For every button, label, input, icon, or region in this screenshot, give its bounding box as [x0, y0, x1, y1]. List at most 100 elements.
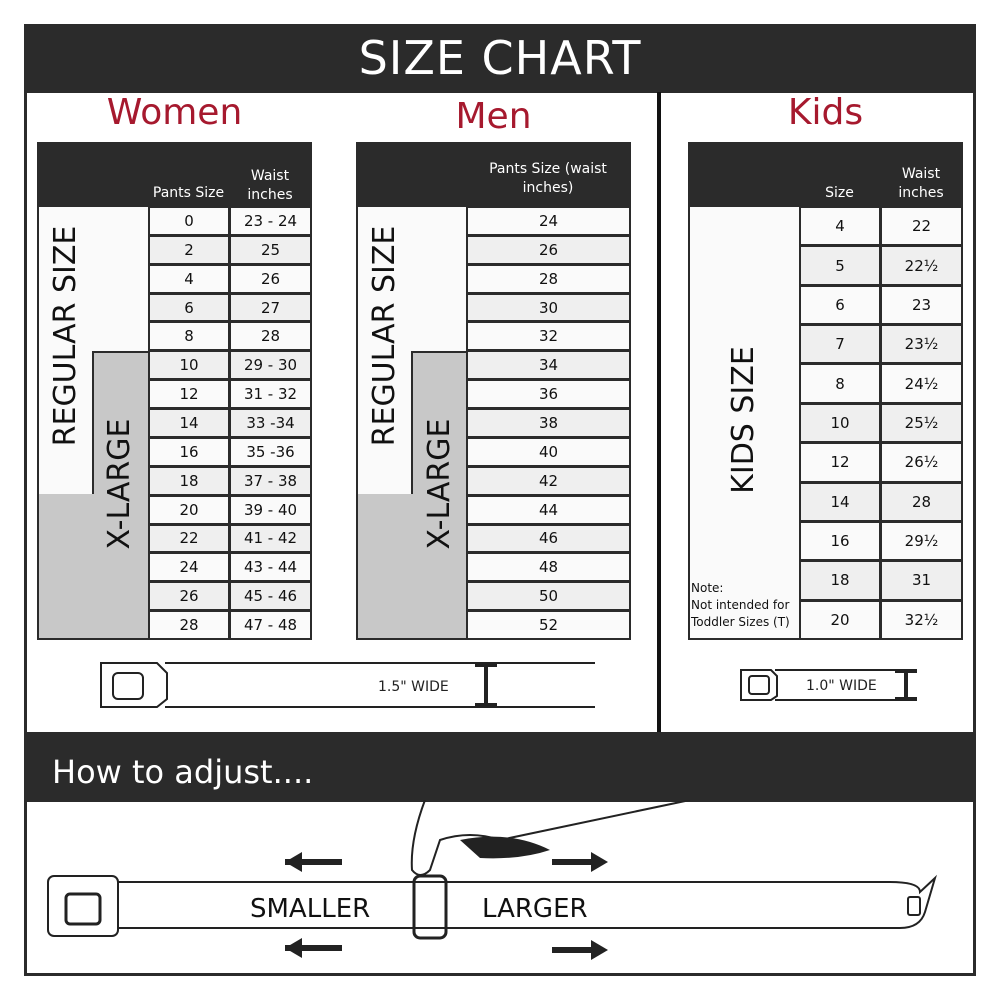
kids-waist-cell: 23½ [880, 324, 963, 365]
men-pants-size-cell: 42 [466, 465, 631, 496]
women-xlarge-zone-lower [39, 494, 148, 638]
men-pants-size-cell: 30 [466, 292, 631, 323]
section-divider [657, 92, 661, 732]
women-waist-cell: 41 - 42 [229, 523, 312, 554]
kids-note: Note: Not intended for Toddler Sizes (T) [691, 580, 799, 631]
kids-waist-cell: 25½ [880, 402, 963, 444]
buckle-icon [100, 662, 168, 708]
buckle-icon [740, 669, 778, 701]
kids-waist-cell: 22 [880, 206, 963, 247]
men-pants-size-cell: 34 [466, 350, 631, 381]
men-pants-size-cell: 44 [466, 494, 631, 525]
men-xlarge-zone [411, 351, 466, 495]
women-pants-size-cell: 20 [148, 494, 230, 525]
men-pants-size-cell: 28 [466, 263, 631, 294]
women-pants-size-cell: 28 [148, 610, 230, 640]
women-col-pants-size: Pants Size [152, 185, 225, 201]
buckle-icon [47, 875, 119, 937]
kids-waist-cell: 23 [880, 284, 963, 326]
women-waist-cell: 47 - 48 [229, 610, 312, 640]
kids-size-cell: 14 [799, 481, 881, 522]
women-waist-cell: 25 [229, 234, 312, 265]
kids-size-cell: 8 [799, 363, 881, 404]
women-waist-cell: 35 -36 [229, 436, 312, 467]
kids-size-cell: 20 [799, 599, 881, 640]
women-pants-size-cell: 12 [148, 379, 230, 410]
women-pants-size-cell: 2 [148, 234, 230, 265]
men-pants-size-cell: 38 [466, 408, 631, 438]
men-pants-size-cell: 32 [466, 321, 631, 352]
belt-narrow-illustration [740, 669, 917, 701]
men-pants-size-cell: 48 [466, 552, 631, 583]
women-pants-size-cell: 6 [148, 292, 230, 323]
women-title: Women [106, 92, 243, 133]
women-regular-label: REGULAR SIZE [48, 225, 83, 447]
kids-waist-cell: 22½ [880, 245, 963, 286]
women-pants-size-cell: 14 [148, 408, 230, 438]
men-pants-size-cell: 24 [466, 206, 631, 236]
kids-size-cell: 10 [799, 402, 881, 444]
kids-note-title: Note: [691, 581, 724, 595]
kids-size-label: KIDS SIZE [726, 346, 761, 494]
larger-label: LARGER [482, 894, 588, 924]
kids-size-cell: 16 [799, 520, 881, 562]
kids-waist-cell: 26½ [880, 442, 963, 483]
women-pants-size-cell: 18 [148, 465, 230, 496]
kids-col-size: Size [825, 185, 854, 201]
women-pants-size-cell: 22 [148, 523, 230, 554]
belt-wide-illustration [100, 662, 595, 708]
men-pants-size-cell: 50 [466, 581, 631, 612]
women-pants-size-cell: 8 [148, 321, 230, 352]
kids-size-cell: 7 [799, 324, 881, 365]
women-waist-cell: 23 - 24 [229, 206, 312, 236]
women-waist-cell: 26 [229, 263, 312, 294]
men-col-pants-size: Pants Size (waist inches) [489, 161, 607, 196]
men-pants-size-cell: 40 [466, 436, 631, 467]
kids-waist-cell: 31 [880, 560, 963, 601]
women-pants-size-cell: 4 [148, 263, 230, 294]
women-waist-cell: 28 [229, 321, 312, 352]
kids-note-text: Not intended for Toddler Sizes (T) [691, 598, 790, 629]
women-col-waist: Waist inches [247, 168, 293, 203]
men-xlarge-zone-lower [358, 494, 466, 638]
women-waist-cell: 33 -34 [229, 408, 312, 438]
women-xlarge-label: X-LARGE [102, 418, 137, 550]
women-pants-size-cell: 24 [148, 552, 230, 583]
men-pants-size-cell: 46 [466, 523, 631, 554]
hand-icon [410, 800, 691, 876]
women-waist-cell: 45 - 46 [229, 581, 312, 612]
page-title: SIZE CHART [24, 24, 976, 93]
women-waist-cell: 37 - 38 [229, 465, 312, 496]
kids-waist-cell: 29½ [880, 520, 963, 562]
kids-size-cell: 18 [799, 560, 881, 601]
kids-title: Kids [787, 92, 864, 133]
women-xlarge-zone [92, 351, 148, 495]
kids-width-label: 1.0" WIDE [806, 678, 877, 694]
women-waist-cell: 27 [229, 292, 312, 323]
women-waist-cell: 39 - 40 [229, 494, 312, 525]
kids-waist-cell: 28 [880, 481, 963, 522]
adjust-illustration [47, 800, 937, 960]
kids-waist-cell: 32½ [880, 599, 963, 640]
women-waist-cell: 29 - 30 [229, 350, 312, 381]
women-width-label: 1.5" WIDE [378, 679, 449, 695]
women-pants-size-cell: 26 [148, 581, 230, 612]
men-title: Men [455, 96, 532, 137]
women-pants-size-cell: 10 [148, 350, 230, 381]
kids-size-cell: 5 [799, 245, 881, 286]
kids-size-cell: 4 [799, 206, 881, 247]
women-waist-cell: 31 - 32 [229, 379, 312, 410]
women-pants-size-cell: 0 [148, 206, 230, 236]
smaller-label: SMALLER [250, 894, 371, 924]
women-pants-size-cell: 16 [148, 436, 230, 467]
women-waist-cell: 43 - 44 [229, 552, 312, 583]
men-pants-size-cell: 26 [466, 234, 631, 265]
kids-waist-cell: 24½ [880, 363, 963, 404]
kids-col-waist: Waist inches [898, 166, 944, 201]
adjuster-slide [412, 874, 448, 940]
men-regular-label: REGULAR SIZE [367, 225, 402, 447]
kids-label-zone [690, 207, 799, 638]
men-pants-size-cell: 36 [466, 379, 631, 410]
kids-size-cell: 12 [799, 442, 881, 483]
men-pants-size-cell: 52 [466, 610, 631, 640]
